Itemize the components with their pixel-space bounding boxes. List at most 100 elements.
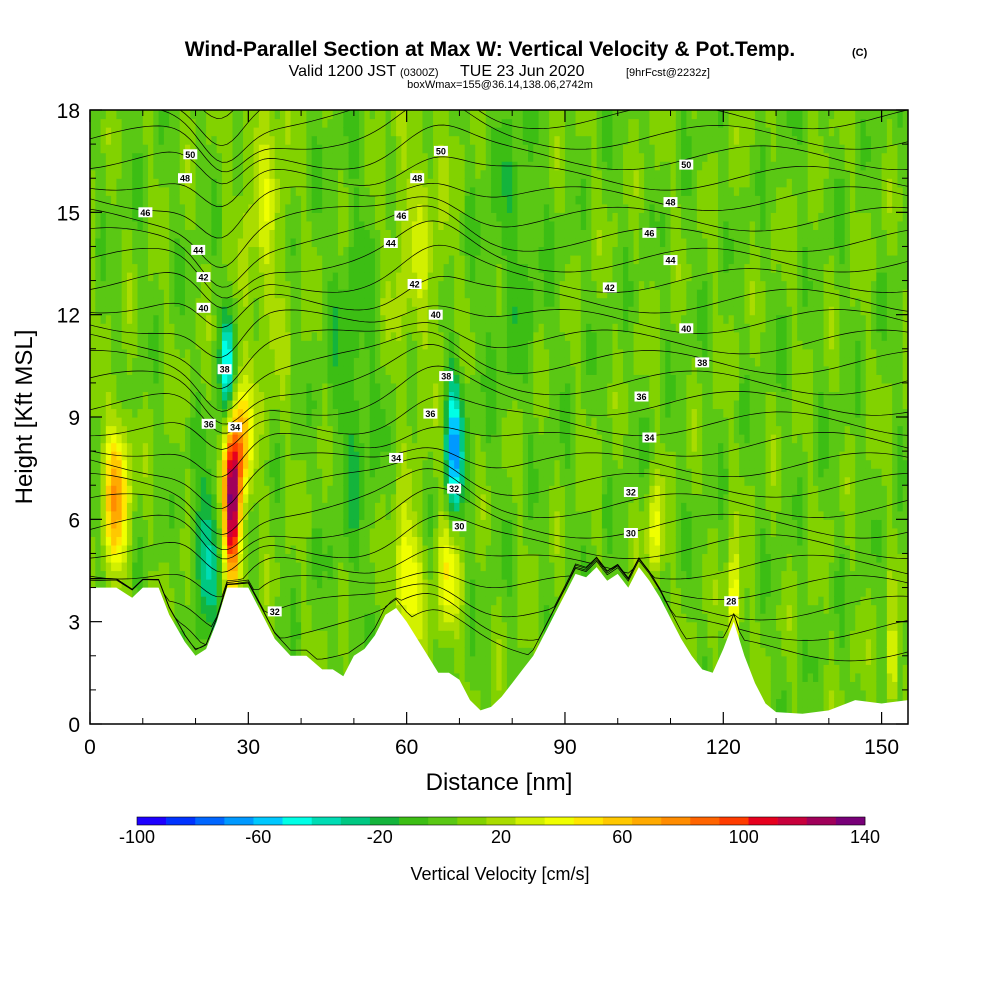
contour-label-text: 44 <box>386 239 396 249</box>
colorbar-swatch <box>428 817 458 825</box>
forecast-info: [9hrFcst@2232z] <box>626 67 710 79</box>
contour-label-text: 36 <box>204 419 214 429</box>
contour-label-text: 32 <box>449 484 459 494</box>
valid-date: TUE 23 Jun 2020 <box>460 63 585 80</box>
colorbar-swatch <box>340 817 371 825</box>
contour-label-text: 30 <box>454 522 464 532</box>
colorbar-swatch <box>777 817 808 825</box>
contour-label: 32 <box>447 483 462 494</box>
chart-title: Wind-Parallel Section at Max W: Vertical… <box>185 38 796 61</box>
colorbar-swatch <box>195 817 225 825</box>
contour-label: 30 <box>452 521 467 532</box>
contour-label-text: 50 <box>436 146 446 156</box>
terrain-mask <box>90 567 908 724</box>
x-axis-label: Distance [nm] <box>426 769 573 796</box>
contour-label-text: 32 <box>626 488 636 498</box>
contour-label: 40 <box>679 323 694 334</box>
contour-label: 50 <box>183 149 198 160</box>
contour-label: 48 <box>663 197 678 208</box>
contour-label: 38 <box>217 364 232 375</box>
colorbar-tick-label: -60 <box>245 827 271 847</box>
colorbar-swatch <box>806 817 837 825</box>
contour-label-text: 44 <box>665 256 675 266</box>
contour-label-text: 48 <box>180 174 190 184</box>
contour-label: 46 <box>394 210 409 221</box>
colorbar-swatch <box>311 817 342 825</box>
contour-label-text: 36 <box>425 409 435 419</box>
contour-label: 44 <box>191 244 206 255</box>
y-tick-label: 15 <box>57 202 80 225</box>
colorbar-swatch <box>137 817 167 825</box>
contour-label-text: 42 <box>605 283 615 293</box>
colorbar-tick-label: 20 <box>491 827 511 847</box>
colorbar-swatch <box>748 817 778 825</box>
contour-label-text: 46 <box>644 228 654 238</box>
contour-label-text: 38 <box>697 358 707 368</box>
theta-contours <box>90 110 908 662</box>
colorbar-tick-label: 60 <box>612 827 632 847</box>
colorbar-swatch <box>544 817 575 825</box>
contour-label: 38 <box>439 371 454 382</box>
contour-label-text: 44 <box>193 245 203 255</box>
contour-labels: 50 48 46 44 42 40 38 36 34 32 50 48 46 44 42 40 38 36 34 32… <box>138 145 739 617</box>
contour-label: 40 <box>428 309 443 320</box>
contour-label: 50 <box>433 145 448 156</box>
colorbar-tick-label: -20 <box>367 827 393 847</box>
contour-label: 42 <box>196 272 211 283</box>
contour-label-text: 50 <box>185 150 195 160</box>
colorbar-swatch <box>457 817 487 825</box>
contour-label: 34 <box>642 432 657 443</box>
contour-label: 40 <box>196 302 211 313</box>
colorbar-swatch <box>573 817 604 825</box>
colorbar-swatch <box>515 817 545 825</box>
x-tick-label: 0 <box>84 736 96 759</box>
colorbar-swatch <box>253 817 283 825</box>
contour-label-text: 34 <box>391 453 401 463</box>
contour-label: 36 <box>423 408 438 419</box>
colorbar-swatch <box>166 817 196 825</box>
contour-label: 34 <box>389 452 404 463</box>
contour-label: 34 <box>228 422 243 433</box>
x-tick-label: 30 <box>237 736 260 759</box>
y-tick-label: 6 <box>68 509 80 532</box>
contour-label-text: 36 <box>636 392 646 402</box>
y-tick-label: 3 <box>68 612 80 635</box>
contour-label-text: 40 <box>681 324 691 334</box>
y-tick-label: 9 <box>68 407 80 430</box>
x-tick-label: 90 <box>553 736 576 759</box>
contour-label: 44 <box>383 238 398 249</box>
contour-label: 36 <box>201 418 216 429</box>
colorbar-swatch <box>602 817 633 825</box>
colorbar-tick-label: 140 <box>850 827 880 847</box>
colorbar: -100 -60 -20 20 60 100 140 <box>119 816 880 847</box>
contour-label-text: 42 <box>410 280 420 290</box>
contour-label: 30 <box>623 528 638 539</box>
contour-label-text: 46 <box>140 208 150 218</box>
colorbar-swatch <box>719 817 749 825</box>
contour-label-text: 28 <box>726 597 736 607</box>
contour-label: 42 <box>602 282 617 293</box>
copyright-label: (C) <box>852 47 868 59</box>
x-tick-label: 120 <box>706 736 741 759</box>
contour-label: 36 <box>634 391 649 402</box>
contour-label-text: 50 <box>681 160 691 170</box>
colorbar-title: Vertical Velocity [cm/s] <box>410 864 589 884</box>
contour-label-text: 48 <box>412 174 422 184</box>
contour-label-text: 30 <box>626 529 636 539</box>
contour-label: 38 <box>695 357 710 368</box>
contour-label: 32 <box>623 487 638 498</box>
colorbar-swatch <box>486 817 516 825</box>
contour-label-text: 34 <box>230 423 240 433</box>
contour-label: 46 <box>138 207 153 218</box>
y-tick-label: 12 <box>57 305 80 328</box>
contour-label-text: 38 <box>441 372 451 382</box>
contour-label-text: 34 <box>644 433 654 443</box>
contour-label: 28 <box>724 596 739 607</box>
contour-label: 50 <box>679 159 694 170</box>
valid-time-zulu: (0300Z) <box>400 67 439 79</box>
box-info: boxWmax=155@36.14,138.06,2742m <box>407 79 593 91</box>
colorbar-swatch <box>399 817 429 825</box>
y-axis-label: Height [Kft MSL] <box>11 330 38 505</box>
valid-time-prefix: Valid 1200 JST <box>289 63 397 80</box>
